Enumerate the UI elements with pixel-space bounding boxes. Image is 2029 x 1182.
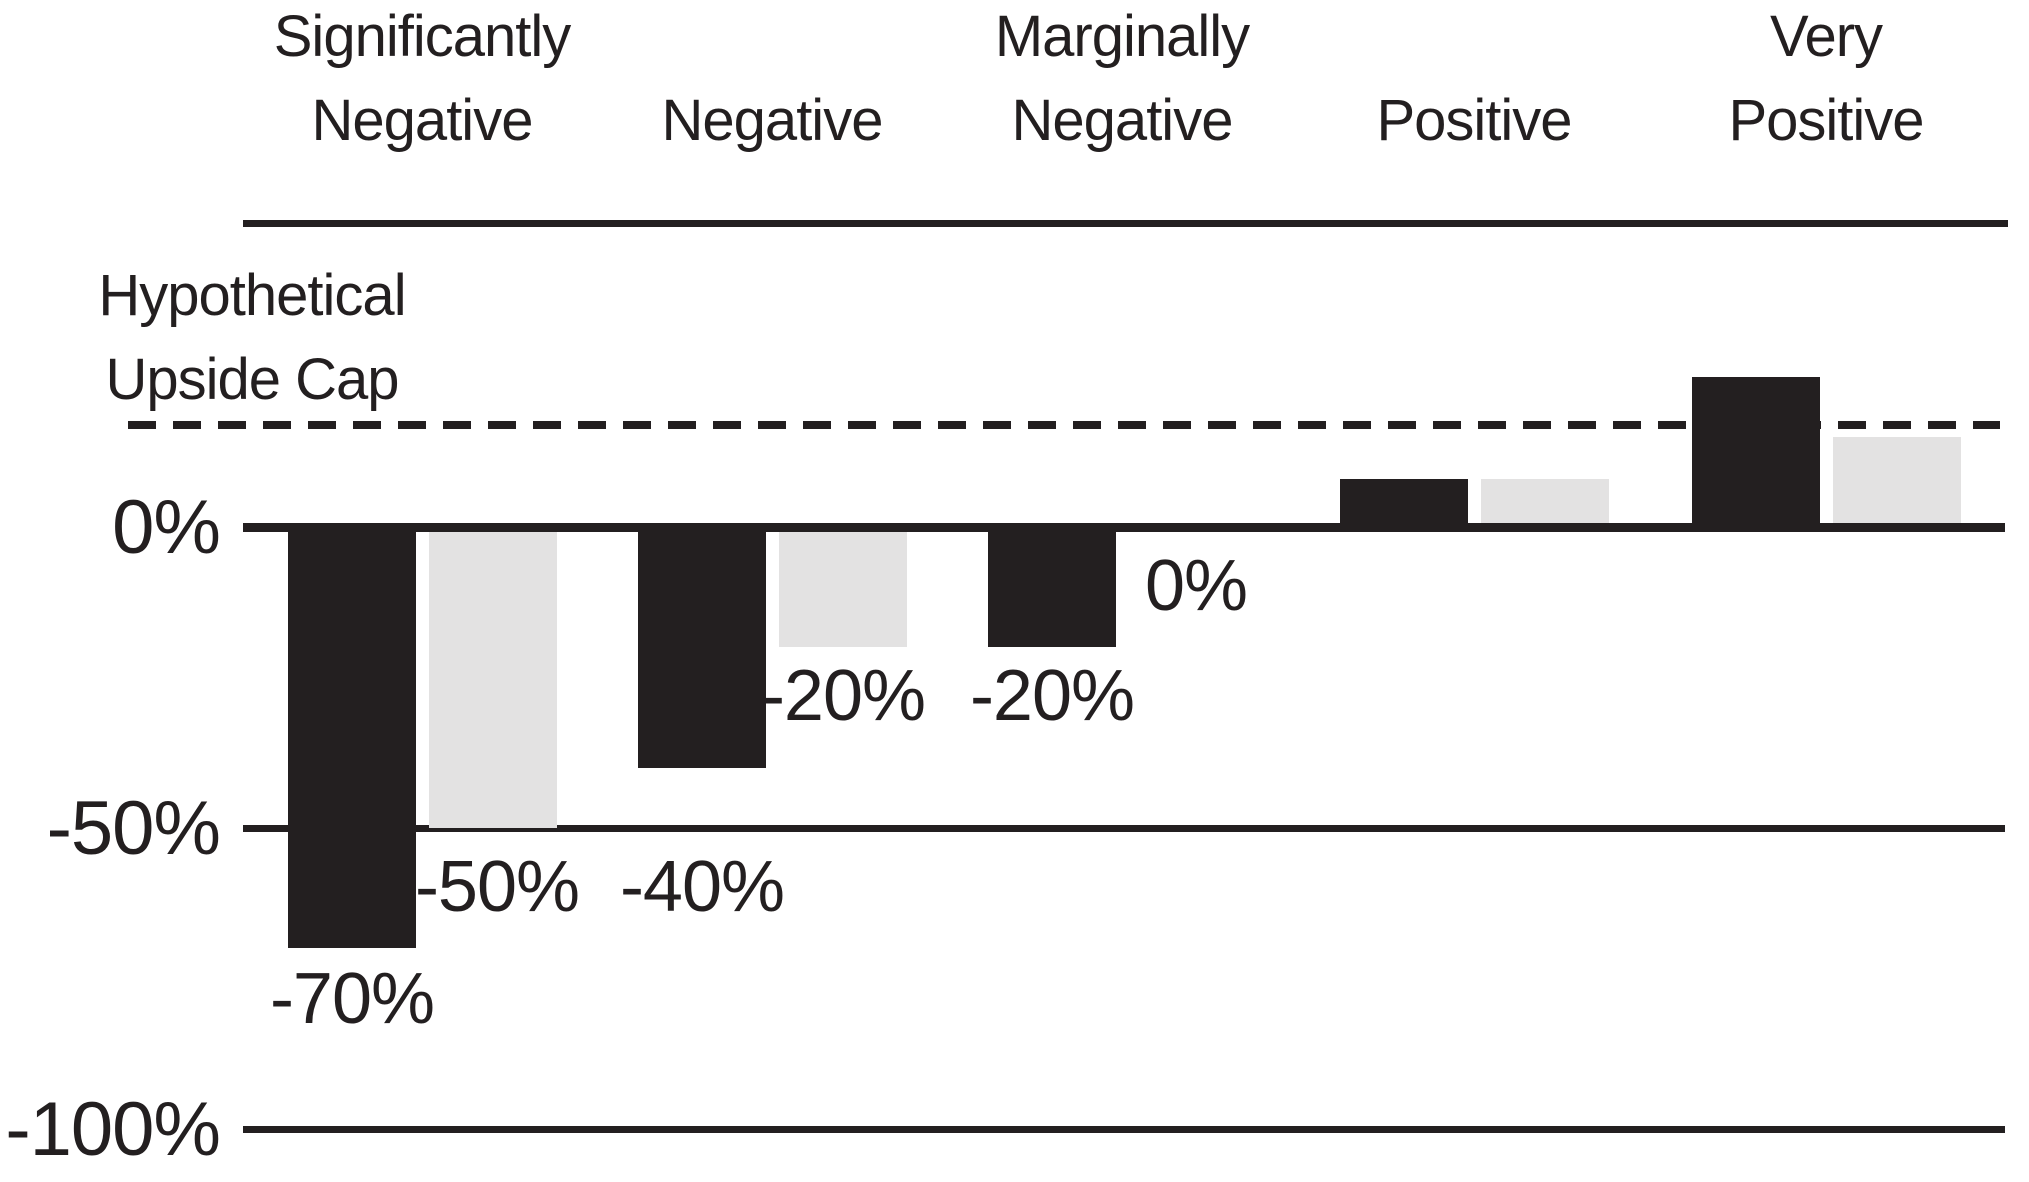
bar-value-label-black-3: -20%: [969, 656, 1135, 736]
upside-cap-annotation-line1: Hypothetical: [98, 263, 406, 328]
category-label-significantly-negative: Significantly Negative: [162, 0, 682, 163]
gridline--50%: [243, 824, 2005, 832]
header-separator-line: [243, 220, 2008, 227]
category-label-line2: Negative: [311, 88, 534, 153]
category-label-line2: Negative: [1011, 88, 1234, 153]
category-label-positive: Positive: [1214, 0, 1734, 163]
upside-cap-dashed-line: [128, 420, 2000, 429]
y-axis-tick--50%: -50%: [46, 786, 221, 871]
category-label-marginally-negative: Marginally Negative: [862, 0, 1382, 163]
gridline--100%: [243, 1125, 2005, 1133]
y-axis-tick-0%: 0%: [112, 485, 221, 570]
bar-black-3: [988, 527, 1116, 648]
upside-cap-annotation-line2: Upside Cap: [105, 347, 399, 412]
category-label-line1: Very: [1769, 4, 1883, 69]
bar-gray-4: [1481, 478, 1609, 527]
category-label-negative: Negative: [512, 0, 1032, 163]
bar-black-4: [1340, 478, 1468, 527]
bar-black-2: [638, 527, 766, 768]
bar-gray-1: [429, 527, 557, 828]
y-axis-tick--100%: -100%: [5, 1087, 221, 1172]
category-header-row: Significantly Negative Negative Marginally…: [0, 0, 2029, 220]
zero-baseline: [243, 522, 2005, 532]
category-label-very-positive: Very Positive: [1566, 0, 2029, 163]
bar-black-1: [288, 527, 416, 949]
bar-value-label-black-2: -40%: [619, 847, 785, 927]
category-label-line2: Positive: [1376, 88, 1572, 153]
bar-value-label-gray-1: -50%: [414, 847, 580, 927]
bar-value-label-black-1: -70%: [269, 959, 435, 1039]
bar-gray-5: [1833, 436, 1961, 527]
category-label-line1: Significantly: [273, 4, 571, 69]
bar-black-5: [1692, 376, 1820, 527]
category-label-line2: Negative: [661, 88, 884, 153]
category-label-line2: Positive: [1728, 88, 1924, 153]
upside-cap-annotation: Hypothetical Upside Cap: [2, 254, 502, 422]
bar-value-label-gray-2: -20%: [760, 656, 926, 736]
category-label-line1: Marginally: [994, 4, 1250, 69]
bar-value-label-gray-3: 0%: [1144, 546, 1248, 626]
bar-gray-2: [779, 527, 907, 648]
